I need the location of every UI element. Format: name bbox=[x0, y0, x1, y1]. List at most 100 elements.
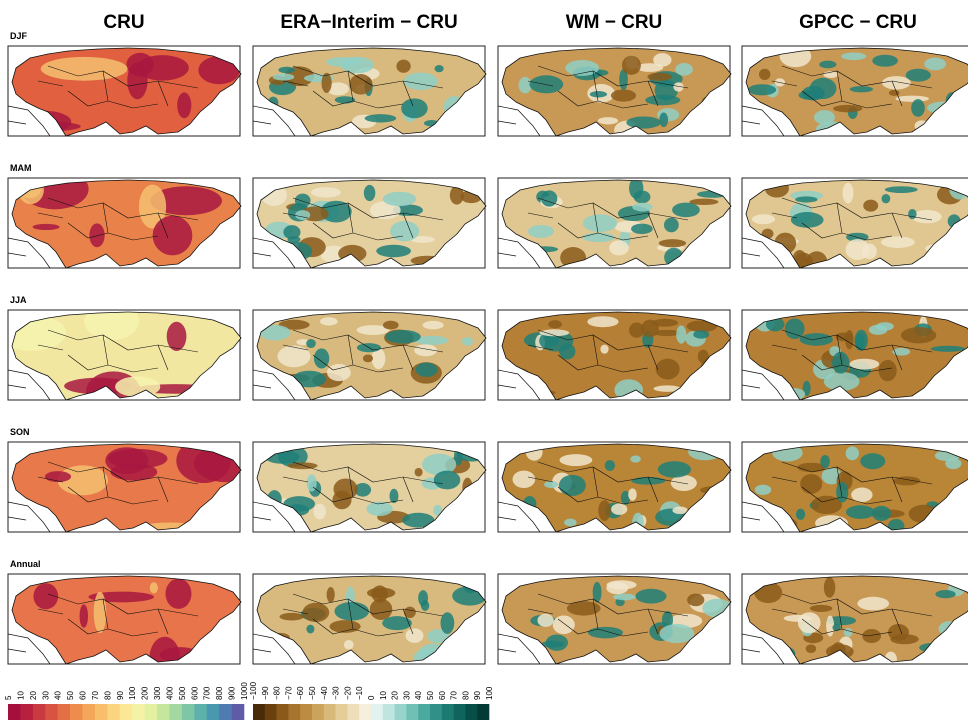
map-region bbox=[583, 214, 617, 232]
colorbar-bin bbox=[324, 704, 336, 720]
colorbar-label: 30 bbox=[402, 691, 411, 700]
colorbar-bin bbox=[33, 704, 46, 720]
column-title: ERA−Interim − CRU bbox=[280, 12, 457, 33]
colorbar-bin bbox=[465, 704, 477, 720]
map-panel bbox=[742, 45, 968, 137]
map-region bbox=[882, 76, 911, 89]
map-region bbox=[675, 63, 693, 76]
map-region bbox=[759, 69, 770, 80]
map-region bbox=[819, 61, 836, 69]
colorbar-bin bbox=[45, 704, 58, 720]
colorbar-label: −50 bbox=[308, 686, 317, 700]
map-panel bbox=[0, 46, 241, 136]
map-region bbox=[908, 209, 917, 219]
colorbar-label: 10 bbox=[16, 691, 25, 700]
colorbar-bin bbox=[182, 704, 195, 720]
colorbar-bin bbox=[83, 704, 96, 720]
map-region bbox=[404, 73, 438, 90]
map-panel bbox=[498, 178, 731, 269]
map-region bbox=[832, 352, 849, 374]
colorbar-bin bbox=[347, 704, 359, 720]
colorbar-label: −10 bbox=[355, 686, 364, 700]
map-region bbox=[150, 582, 158, 593]
map-region bbox=[149, 637, 180, 681]
map-region bbox=[376, 245, 411, 257]
map-region bbox=[833, 105, 862, 112]
map-region bbox=[881, 236, 915, 248]
map-region bbox=[370, 599, 393, 620]
colorbar-bin bbox=[157, 704, 170, 720]
map-region bbox=[931, 346, 965, 352]
map-region bbox=[626, 116, 661, 128]
map-region bbox=[855, 334, 865, 351]
map-region bbox=[462, 337, 473, 346]
map-region bbox=[89, 223, 104, 247]
colorbar-label: 1000 bbox=[240, 682, 249, 700]
map-region bbox=[811, 496, 842, 514]
map-region bbox=[632, 203, 652, 212]
map-region bbox=[748, 84, 776, 95]
map-region bbox=[283, 225, 300, 239]
map-region bbox=[885, 186, 918, 193]
map-region bbox=[647, 73, 671, 81]
map-region bbox=[278, 67, 295, 73]
map-region bbox=[440, 612, 454, 634]
map-panel bbox=[742, 310, 968, 400]
map-region bbox=[841, 52, 866, 60]
colorbar-label: −100 bbox=[249, 681, 258, 700]
map-panel bbox=[0, 302, 241, 412]
map-region bbox=[529, 75, 563, 93]
colorbar-bin bbox=[359, 704, 371, 720]
map-region bbox=[528, 225, 554, 238]
map-region bbox=[611, 504, 627, 515]
colorbar-bin bbox=[312, 704, 324, 720]
colorbar-bin bbox=[430, 704, 442, 720]
colorbar-label: 80 bbox=[103, 691, 112, 700]
colorbar-label: 80 bbox=[461, 691, 470, 700]
colorbar-bin bbox=[454, 704, 466, 720]
map-region bbox=[415, 468, 423, 477]
map-region bbox=[277, 345, 310, 367]
map-region bbox=[363, 355, 373, 363]
colorbar-bin bbox=[232, 704, 245, 720]
map-region bbox=[693, 330, 709, 338]
map-region bbox=[280, 613, 304, 621]
map-region bbox=[327, 587, 335, 603]
map-region bbox=[659, 239, 686, 247]
colorbar-bin bbox=[371, 704, 383, 720]
map-region bbox=[108, 449, 168, 469]
map-region bbox=[851, 488, 872, 503]
map-region bbox=[341, 57, 374, 74]
colorbar-label: 100 bbox=[485, 686, 494, 700]
colorbar-bin bbox=[169, 704, 182, 720]
map-region bbox=[846, 505, 875, 519]
map-region bbox=[349, 74, 372, 94]
map-region bbox=[80, 604, 88, 627]
map-region bbox=[344, 640, 354, 649]
map-region bbox=[636, 589, 667, 604]
map-region bbox=[416, 363, 438, 377]
map-region bbox=[153, 216, 193, 256]
colorbar-label: 400 bbox=[165, 686, 174, 700]
map-region bbox=[862, 244, 877, 259]
colorbar-label: 20 bbox=[391, 691, 400, 700]
map-region bbox=[935, 590, 955, 598]
map-region bbox=[862, 629, 881, 643]
map-region bbox=[546, 634, 568, 650]
map-panel bbox=[253, 442, 487, 532]
colorbar-label: −20 bbox=[343, 686, 352, 700]
colorbar-label: 5 bbox=[4, 695, 13, 700]
map-region bbox=[306, 339, 316, 348]
map-region bbox=[895, 96, 929, 102]
map-region bbox=[843, 183, 854, 204]
map-panel bbox=[742, 178, 968, 273]
colorbar-bin bbox=[20, 704, 33, 720]
map-region bbox=[390, 221, 419, 242]
map-panel bbox=[253, 178, 486, 268]
map-region bbox=[846, 446, 859, 460]
map-region bbox=[311, 187, 341, 197]
colorbar-label: 500 bbox=[178, 686, 187, 700]
colorbar-bin bbox=[219, 704, 232, 720]
colorbar-bin bbox=[58, 704, 71, 720]
colorbar-bin bbox=[70, 704, 83, 720]
